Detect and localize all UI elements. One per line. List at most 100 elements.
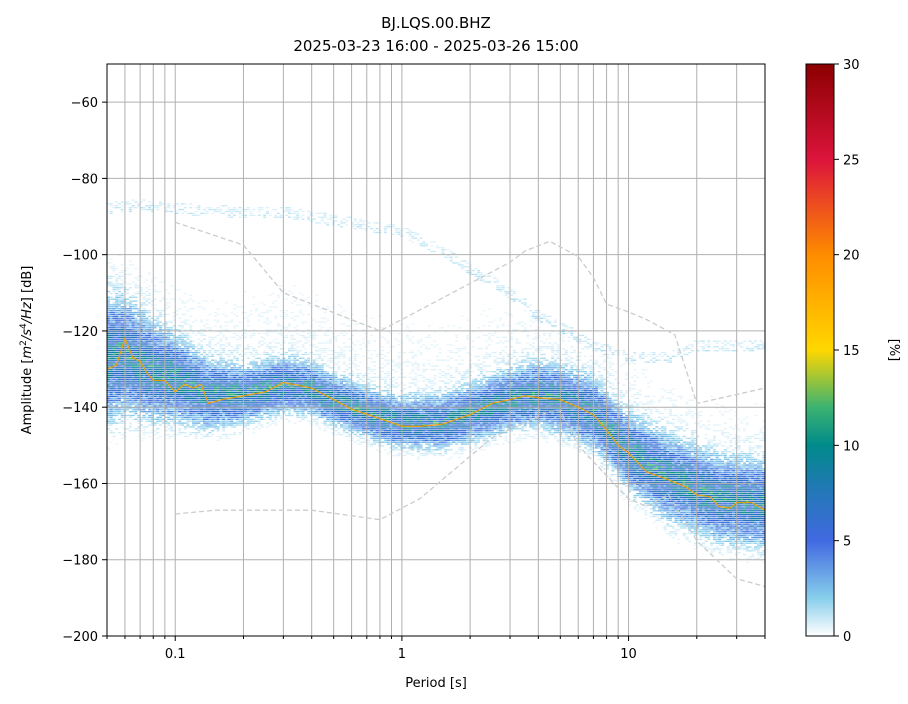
density-cell <box>161 363 165 365</box>
density-cell <box>161 340 165 342</box>
density-cell <box>307 393 311 396</box>
density-cell <box>367 431 371 434</box>
density-cell <box>249 374 253 377</box>
density-cell <box>189 344 193 346</box>
density-cell <box>120 391 124 394</box>
density-cell <box>164 344 168 346</box>
density-cell <box>340 416 343 419</box>
density-cell <box>222 370 226 373</box>
density-cell <box>109 420 113 422</box>
density-cell <box>298 407 302 409</box>
density-cell <box>172 424 176 426</box>
density-cell <box>172 340 176 342</box>
density-cell <box>167 378 171 380</box>
density-cell <box>156 351 160 354</box>
density-cell <box>128 367 132 369</box>
density-cell <box>255 401 258 403</box>
density-cell <box>290 405 294 407</box>
density-cell <box>128 308 132 310</box>
density-cell <box>293 363 297 365</box>
density-cell <box>233 378 237 380</box>
density-cell <box>145 353 149 356</box>
density-cell <box>115 367 119 369</box>
density-cell <box>134 268 138 270</box>
density-cell <box>120 300 124 302</box>
density-cell <box>266 372 269 375</box>
density-cell <box>252 355 256 358</box>
density-cell <box>109 338 113 340</box>
density-cell <box>150 369 154 371</box>
density-cell <box>191 409 195 411</box>
density-cell <box>359 344 363 346</box>
density-cell <box>249 370 253 373</box>
density-cell <box>307 365 311 367</box>
density-cell <box>178 334 182 337</box>
density-cell <box>137 344 141 346</box>
density-cell <box>241 430 245 432</box>
density-cell <box>183 405 187 407</box>
density-cell <box>189 395 193 398</box>
density-cell <box>353 412 357 415</box>
density-cell <box>172 336 176 338</box>
density-cell <box>257 420 261 422</box>
density-cell <box>348 433 352 436</box>
density-cell <box>224 321 228 323</box>
density-cell <box>323 395 327 398</box>
density-cell <box>298 414 302 417</box>
density-cell <box>159 395 163 398</box>
density-cell <box>161 372 165 375</box>
density-cell <box>150 279 154 281</box>
density-cell <box>287 212 291 215</box>
density-cell <box>128 359 132 361</box>
density-cell <box>117 346 121 348</box>
density-cell <box>170 210 173 213</box>
density-cell <box>227 330 231 333</box>
density-cell <box>189 390 193 392</box>
density-cell <box>178 403 182 405</box>
density-cell <box>208 346 212 348</box>
density-cell <box>172 395 176 398</box>
density-cell <box>244 378 248 380</box>
density-cell <box>150 374 154 377</box>
density-cell <box>142 330 146 333</box>
density-cell <box>276 380 280 382</box>
density-cell <box>170 382 173 384</box>
density-cell <box>315 382 319 384</box>
density-cell <box>194 418 198 420</box>
density-cell <box>126 374 130 377</box>
density-cell <box>224 338 228 340</box>
density-cell <box>356 430 360 432</box>
density-cell <box>189 357 193 359</box>
density-cell <box>337 353 341 356</box>
density-cell <box>117 412 121 415</box>
density-cell <box>137 428 141 430</box>
density-cell <box>224 414 228 417</box>
density-cell <box>107 416 110 419</box>
density-cell <box>112 283 116 285</box>
density-cell <box>326 319 330 321</box>
density-cell <box>342 384 346 386</box>
density-cell <box>186 386 190 388</box>
density-cell <box>142 386 146 388</box>
density-cell <box>260 411 264 413</box>
density-cell <box>274 367 278 369</box>
density-cell <box>170 412 173 415</box>
density-cell <box>117 329 121 331</box>
density-cell <box>224 403 228 405</box>
density-cell <box>287 397 291 399</box>
density-cell <box>326 411 330 413</box>
density-cell <box>334 393 338 396</box>
density-cell <box>370 418 374 420</box>
density-cell <box>364 391 368 394</box>
density-cell <box>268 416 272 419</box>
density-cell <box>150 327 154 329</box>
density-cell <box>159 321 163 323</box>
density-cell <box>205 384 209 386</box>
density-cell <box>266 361 269 363</box>
density-cell <box>148 380 152 382</box>
density-cell <box>175 411 179 413</box>
density-cell <box>260 361 264 363</box>
density-cell <box>164 325 168 327</box>
density-cell <box>120 344 124 346</box>
density-cell <box>159 309 163 312</box>
